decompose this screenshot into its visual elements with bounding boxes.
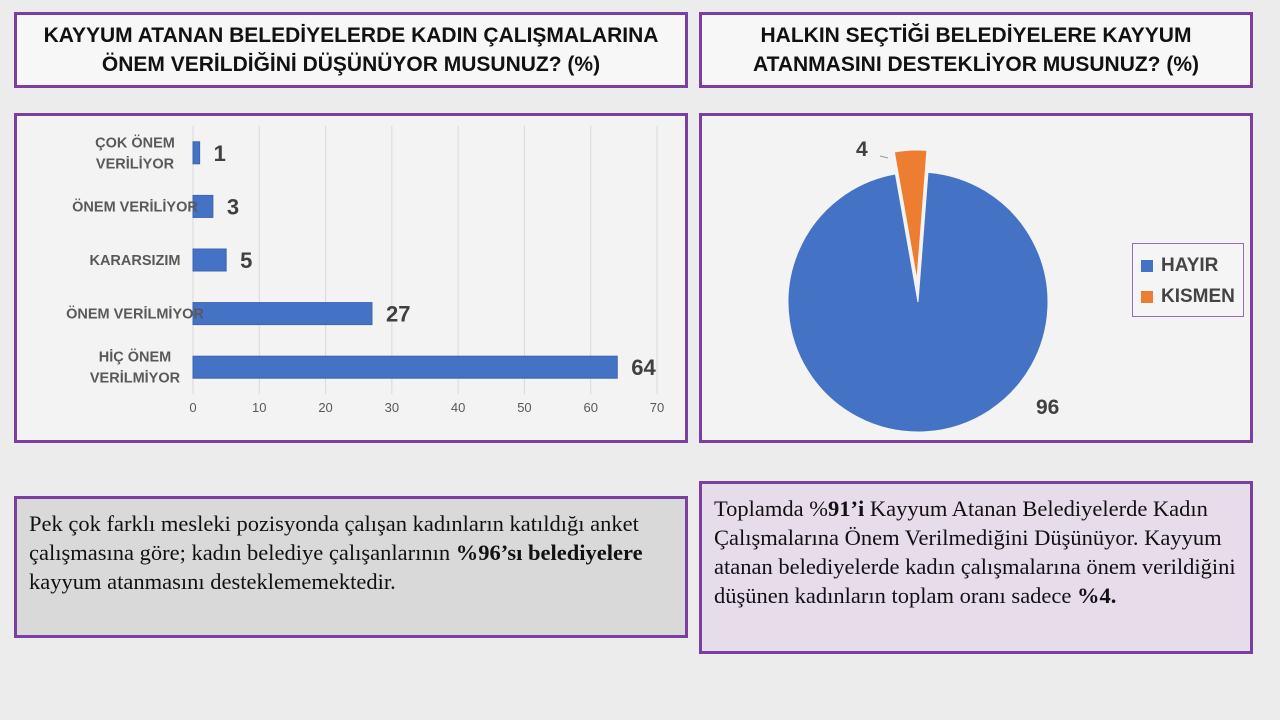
bar-chart-panel: 0 10 20 30 40 50 60 70 1 ÇOK ÖNEM VERİLİYOR 3 ÖNEM V… — [14, 113, 688, 443]
pie-slice-hayir — [787, 171, 1049, 433]
left-note-highlight: %96’sı belediyelere — [455, 540, 643, 565]
pie-chart-panel: 4 96 HAYIR KISMEN — [699, 113, 1253, 443]
right-summary-note: Toplamda %91’i Kayyum Atanan Belediyeler… — [699, 481, 1253, 654]
bar-value-label: 1 — [214, 141, 226, 166]
x-tick-label: 50 — [517, 400, 531, 415]
category-label: HİÇ ÖNEM — [99, 349, 172, 366]
bar — [192, 194, 214, 218]
x-tick-label: 40 — [451, 400, 465, 415]
x-tick-label: 20 — [318, 400, 332, 415]
left-note-text: Pek çok farklı mesleki pozisyonda çalışa… — [29, 511, 639, 565]
category-label: KARARSIZIM — [89, 253, 180, 269]
bar-value-label: 3 — [227, 194, 239, 219]
bar — [192, 355, 618, 379]
legend-label-kismen: KISMEN — [1161, 285, 1235, 307]
pie-slice-kismen — [893, 149, 928, 281]
left-note-text-end: kayyum atanmasını desteklememektedir. — [29, 569, 396, 594]
legend-item-kismen: KISMEN — [1141, 281, 1243, 312]
right-note-highlight-2: %4. — [1077, 583, 1117, 608]
left-summary-note: Pek çok farklı mesleki pozisyonda çalışa… — [14, 496, 688, 638]
legend-label-hayir: HAYIR — [1161, 254, 1219, 276]
left-title-line2: ÖNEM VERİLDİĞİNİ DÜŞÜNÜYOR MUSUNUZ? (%) — [101, 53, 601, 76]
category-label: VERİLMİYOR — [90, 370, 181, 387]
right-title-line2: ATANMASINI DESTEKLİYOR MUSUNUZ? (%) — [752, 53, 1200, 76]
x-tick-label: 10 — [252, 400, 266, 415]
right-note-text-mid: Kayyum Atanan Belediyelerde Kadın Çalışm… — [714, 496, 1236, 608]
legend-item-hayir: HAYIR — [1141, 250, 1243, 281]
bar — [192, 302, 373, 326]
category-label: ÖNEM VERİLMİYOR — [66, 306, 204, 323]
x-tick-label: 70 — [650, 400, 664, 415]
bar-chart: 0 10 20 30 40 50 60 70 1 ÇOK ÖNEM VERİLİYOR 3 ÖNEM V… — [66, 126, 664, 415]
legend-swatch-kismen — [1141, 290, 1153, 303]
category-label: ÖNEM VERİLİYOR — [72, 198, 198, 215]
right-chart-title: HALKIN SEÇTİĞİ BELEDİYELERE KAYYUM ATANM… — [699, 12, 1253, 88]
pie-label-kismen: 4 — [856, 138, 868, 161]
bar — [192, 248, 227, 272]
legend-swatch-hayir — [1141, 259, 1153, 272]
pie-label-hayir: 96 — [1036, 396, 1059, 419]
bar-value-label: 64 — [631, 355, 656, 380]
pie-chart: 4 96 — [787, 138, 1059, 433]
pie-leader-line — [879, 155, 889, 159]
x-tick-label: 30 — [385, 400, 399, 415]
bar-value-label: 5 — [240, 248, 252, 273]
left-chart-title: KAYYUM ATANAN BELEDİYELERDE KADIN ÇALIŞM… — [14, 12, 688, 88]
right-note-highlight-1: 91’i — [828, 496, 865, 521]
right-title-line1: HALKIN SEÇTİĞİ BELEDİYELERE KAYYUM — [760, 24, 1192, 47]
x-tick-label: 60 — [583, 400, 597, 415]
left-title-line1: KAYYUM ATANAN BELEDİYELERDE KADIN ÇALIŞM… — [43, 24, 659, 47]
bar-value-label: 27 — [386, 302, 410, 327]
pie-legend: HAYIR KISMEN — [1132, 243, 1244, 317]
x-tick-label: 0 — [189, 400, 196, 415]
bar — [192, 141, 201, 165]
right-note-text: Toplamda % — [714, 496, 829, 521]
category-label: ÇOK ÖNEM — [95, 134, 175, 151]
category-label: VERİLİYOR — [96, 155, 175, 172]
